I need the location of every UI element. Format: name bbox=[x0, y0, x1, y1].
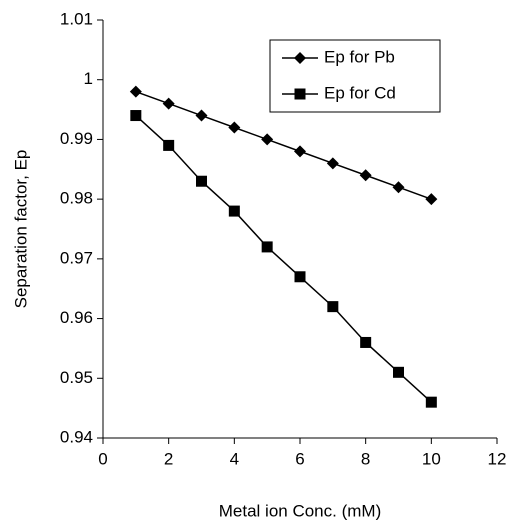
data-point bbox=[195, 109, 208, 122]
data-point bbox=[294, 271, 306, 283]
x-tick-label: 2 bbox=[164, 449, 173, 468]
data-point bbox=[360, 336, 372, 348]
x-tick-label: 4 bbox=[230, 449, 239, 468]
data-point bbox=[228, 205, 240, 217]
y-tick-label: 0.95 bbox=[60, 368, 93, 387]
data-point bbox=[425, 193, 438, 206]
data-point bbox=[162, 97, 175, 110]
data-point bbox=[393, 366, 404, 378]
x-tick-label: 8 bbox=[361, 449, 370, 468]
data-point bbox=[130, 110, 142, 122]
y-tick-label: 0.97 bbox=[60, 248, 93, 267]
x-tick-label: 6 bbox=[295, 449, 304, 468]
y-axis-label: Separation factor, Ep bbox=[11, 150, 30, 309]
y-tick-label: 1.01 bbox=[60, 9, 93, 28]
data-point bbox=[261, 133, 274, 146]
data-point bbox=[359, 169, 372, 182]
x-axis-label: Metal ion Conc. (mM) bbox=[219, 501, 381, 520]
legend-marker bbox=[294, 88, 306, 100]
legend-label: Ep for Pb bbox=[324, 47, 395, 66]
x-tick-label: 10 bbox=[422, 449, 441, 468]
data-point bbox=[163, 139, 175, 151]
data-point bbox=[425, 396, 437, 408]
series-line bbox=[135, 114, 432, 403]
legend-marker bbox=[294, 52, 306, 64]
data-point bbox=[261, 241, 273, 253]
y-tick-label: 0.99 bbox=[60, 129, 93, 148]
y-tick-label: 0.94 bbox=[60, 427, 93, 446]
x-tick-label: 12 bbox=[488, 449, 507, 468]
data-point bbox=[129, 85, 142, 98]
y-tick-label: 0.98 bbox=[60, 189, 93, 208]
legend-box bbox=[269, 39, 441, 113]
data-point bbox=[327, 301, 339, 313]
y-tick-label: 0.96 bbox=[60, 308, 93, 327]
data-point bbox=[326, 157, 339, 170]
legend-label: Ep for Cd bbox=[324, 83, 396, 102]
data-point bbox=[294, 145, 306, 158]
series-line bbox=[135, 90, 432, 200]
data-point bbox=[228, 121, 241, 134]
x-tick-label: 0 bbox=[98, 449, 107, 468]
data-point bbox=[392, 181, 405, 194]
y-tick-label: 1 bbox=[84, 69, 93, 88]
data-point bbox=[196, 175, 207, 187]
